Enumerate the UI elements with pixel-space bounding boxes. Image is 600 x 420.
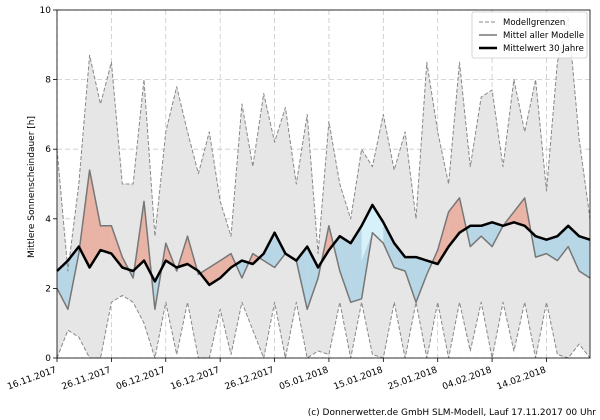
series-line-model-mean	[56, 169, 591, 311]
legend-label-climate-mean: Mittelwert 30 Jahre	[503, 44, 584, 54]
difference-segment	[394, 243, 406, 271]
legend-box	[471, 11, 588, 59]
y-tick-label: 6	[45, 145, 51, 155]
credit-text: (c) Donnerwetter.de GmbH SLM-Modell, Lau…	[308, 408, 597, 418]
plot-frame	[56, 9, 591, 359]
y-tick-label: 2	[45, 284, 51, 294]
y-tick-label: 8	[45, 76, 51, 86]
difference-segment	[296, 246, 308, 310]
difference-segment	[57, 260, 68, 310]
difference-segment	[383, 222, 395, 268]
highlight-segment	[361, 204, 384, 261]
x-tick-label: 26.12.2017	[224, 365, 276, 392]
y-tick-label: 10	[40, 6, 52, 16]
difference-segment	[100, 225, 112, 254]
x-tick-labels: 16.11.2017 26.11.2017 06.12.2017 16.12.2017…	[6, 365, 548, 392]
difference-segment	[274, 232, 286, 268]
x-tick-label: 04.02.2018	[441, 365, 493, 392]
legend-label-model-mean: Mittel aller Modelle	[503, 31, 584, 41]
difference-segment	[579, 236, 590, 278]
y-tick-labels: 0 2 4 6 8 10	[40, 6, 52, 364]
difference-segment	[263, 232, 275, 268]
x-tick-label: 15.01.2018	[333, 365, 385, 392]
difference-segment	[405, 257, 416, 303]
difference-segment	[470, 225, 482, 247]
y-axis-label: Mittlere Sonnenscheindauer [h]	[27, 116, 37, 258]
x-tick-label: 14.02.2018	[496, 365, 548, 392]
series-line-bounds-lower	[56, 294, 591, 359]
x-tick-label: 16.12.2017	[169, 365, 221, 392]
difference-segment	[513, 197, 525, 226]
y-tick-label: 4	[45, 215, 51, 225]
x-tick-label: 05.01.2018	[278, 365, 330, 392]
difference-segment	[481, 222, 493, 247]
difference-segment	[89, 170, 101, 268]
x-tick-label: 25.01.2018	[387, 365, 439, 392]
y-tick-label: 0	[45, 354, 51, 364]
difference-segment	[350, 225, 362, 303]
difference-segment	[416, 257, 427, 303]
x-tick-label: 06.12.2017	[115, 365, 167, 392]
series-lines	[56, 16, 591, 359]
legend: Modellgrenzen Mittel aller Modelle Mitte…	[471, 11, 588, 59]
series-line-bounds-upper	[56, 16, 591, 272]
x-tick-label: 16.11.2017	[6, 365, 58, 392]
difference-segment	[568, 225, 580, 271]
x-tick-label: 26.11.2017	[61, 365, 113, 392]
axes	[53, 9, 591, 362]
series-line-climate-mean	[56, 203, 591, 287]
difference-segment	[535, 236, 547, 258]
difference-segment	[339, 236, 351, 303]
difference-segment	[111, 225, 123, 268]
legend-label-bounds: Modellgrenzen	[503, 18, 565, 28]
